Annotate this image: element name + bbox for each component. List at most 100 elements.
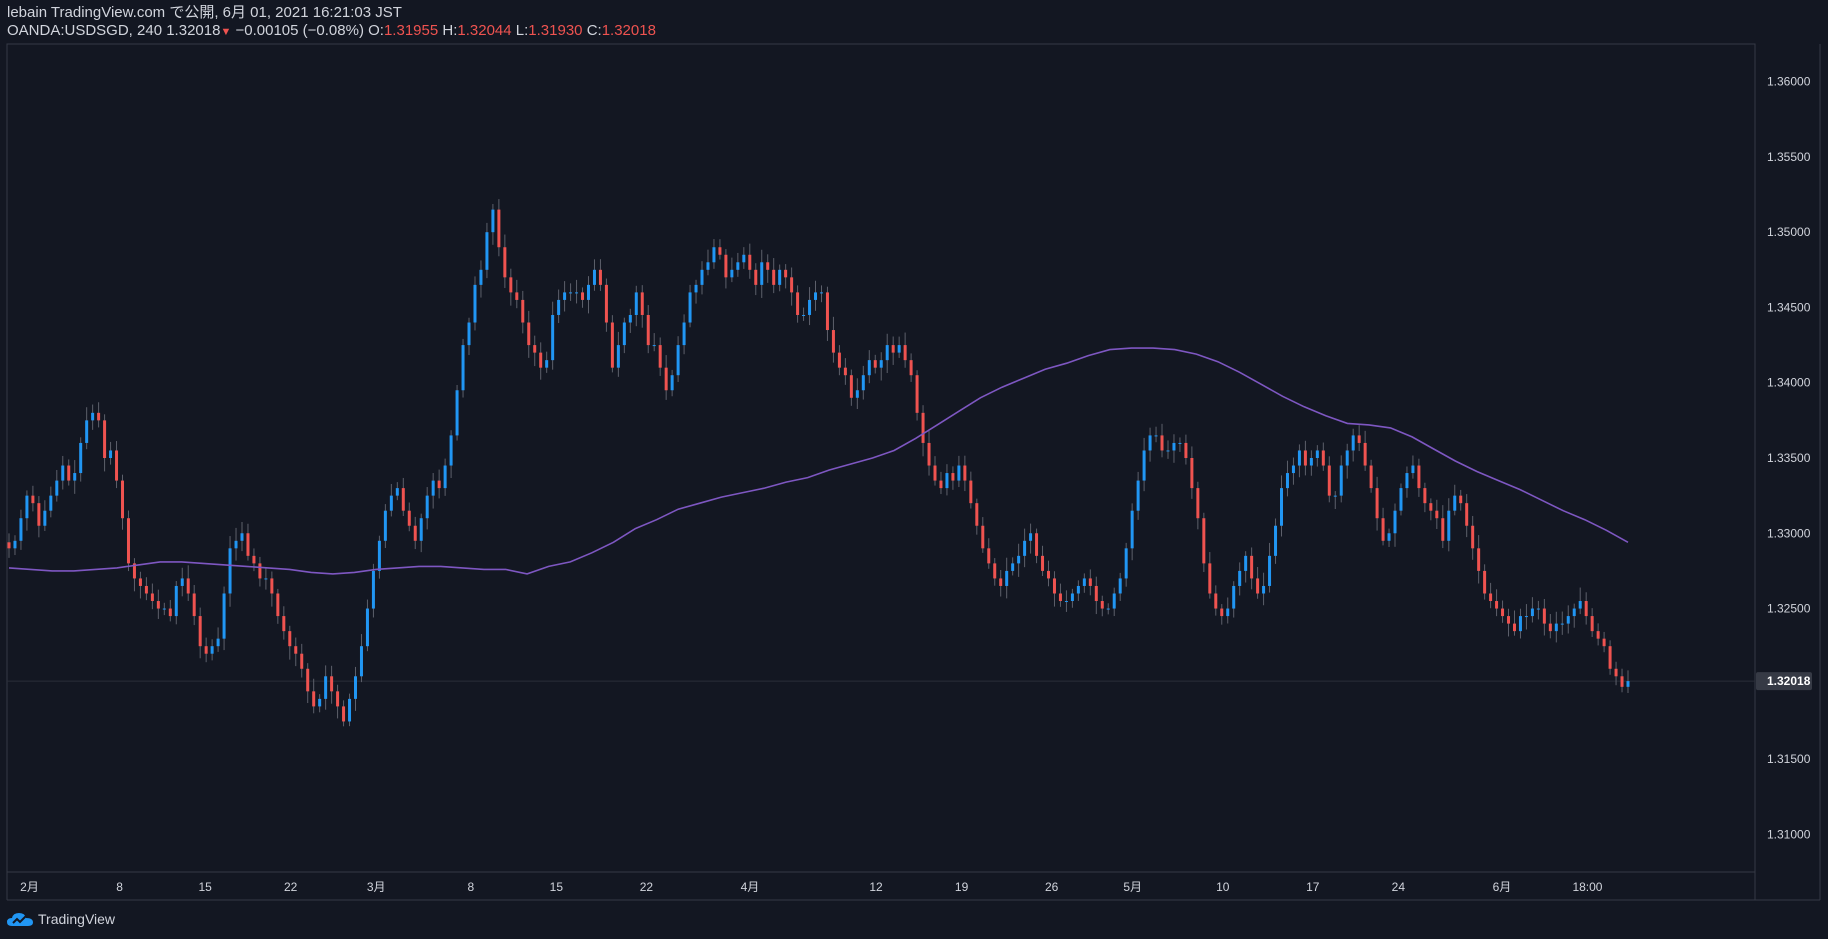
candle-body <box>294 646 298 654</box>
candle-body <box>891 345 895 353</box>
candle-body <box>1584 601 1588 617</box>
symbol-interval[interactable]: OANDA:USDSGD, 240 <box>7 22 163 39</box>
candle-body <box>19 518 23 541</box>
candle-body <box>1507 616 1511 624</box>
candle-body <box>300 653 304 669</box>
candle-body <box>616 345 620 368</box>
candle-body <box>1178 442 1182 444</box>
candle-body <box>1023 540 1027 556</box>
candle-body <box>557 299 561 315</box>
candle-body <box>1297 450 1301 466</box>
candle-body <box>1226 608 1230 617</box>
candles <box>7 199 1630 727</box>
candle-body <box>1268 555 1272 586</box>
x-tick-label: 3月 <box>367 880 386 894</box>
chart-header: lebain TradingView.com で公開, 6月 01, 2021 … <box>7 4 656 40</box>
candle-body <box>91 412 95 421</box>
candle-body <box>97 412 101 421</box>
candle-body <box>1220 608 1224 617</box>
candle-body <box>61 465 65 481</box>
candle-body <box>216 638 220 647</box>
candle-body <box>497 209 501 248</box>
candle-body <box>330 676 334 692</box>
candle-body <box>288 631 292 647</box>
candle-body <box>712 247 716 263</box>
candle-body <box>1274 525 1278 556</box>
candle-body <box>115 450 119 481</box>
candle-body <box>138 578 142 586</box>
candle-body <box>778 269 782 285</box>
publish-info: lebain TradingView.com で公開, 6月 01, 2021 … <box>7 4 402 21</box>
candle-body <box>407 510 411 526</box>
candle-body <box>1064 601 1068 603</box>
candle-body <box>365 608 369 647</box>
y-tick-label: 1.33000 <box>1767 526 1811 540</box>
candle-body <box>1465 503 1469 526</box>
candle-body <box>1196 488 1200 519</box>
candle-body <box>808 299 812 315</box>
high-label: H: <box>442 22 458 39</box>
candle-body <box>527 322 531 346</box>
price-axis[interactable]: 1.310001.315001.320001.325001.330001.335… <box>1767 75 1811 842</box>
candle-body <box>963 465 967 481</box>
candle-body <box>951 473 955 481</box>
candle-body <box>700 269 704 285</box>
candle-body <box>1106 608 1110 610</box>
symbol-ohlc-row: OANDA:USDSGD, 240 1.32018▼ −0.00105 (−0.… <box>7 22 656 40</box>
candle-body <box>766 262 770 270</box>
candle-body <box>1542 608 1546 624</box>
candle-body <box>742 254 746 263</box>
candle-body <box>473 284 477 323</box>
candle-body <box>1453 495 1457 511</box>
candle-body <box>1052 578 1056 594</box>
candle-body <box>688 292 692 323</box>
candle-body <box>831 330 835 353</box>
candle-body <box>425 495 429 519</box>
candle-body <box>1142 450 1146 481</box>
candle-body <box>1351 435 1355 451</box>
candle-body <box>581 292 585 300</box>
x-tick-label: 26 <box>1045 880 1059 894</box>
candle-body <box>79 442 83 474</box>
candle-body <box>790 277 794 293</box>
candle-body <box>945 473 949 489</box>
candle-body <box>1548 623 1552 632</box>
candle-body <box>724 254 728 278</box>
candle-body <box>927 442 931 466</box>
x-tick-label: 19 <box>955 880 969 894</box>
candle-body <box>957 465 961 481</box>
candle-body <box>1118 578 1122 594</box>
candle-body <box>282 616 286 632</box>
last-price-text: 1.32018 <box>1767 674 1811 688</box>
x-tick-label: 22 <box>640 880 654 894</box>
candle-body <box>401 488 405 511</box>
candle-body <box>664 367 668 391</box>
candle-body <box>1017 555 1021 564</box>
candle-body <box>1244 555 1248 571</box>
x-tick-label: 17 <box>1306 880 1320 894</box>
candle-body <box>551 314 555 361</box>
candle-body <box>1256 578 1260 594</box>
candle-body <box>1184 442 1188 458</box>
candle-body <box>981 525 985 549</box>
candle-body <box>1381 518 1385 541</box>
brand-name: TradingView <box>38 911 116 927</box>
candle-body <box>336 691 340 707</box>
candle-body <box>395 488 399 496</box>
candle-body <box>1070 593 1074 602</box>
time-axis[interactable]: 2月 8 15 22 3月 8 15 22 4月 12 19 26 5月 10 17 24 6月 18:00 <box>20 880 1603 894</box>
footer-branding[interactable]: TradingView <box>6 911 115 927</box>
candle-body <box>1011 563 1015 571</box>
candle-body <box>1530 608 1534 617</box>
candle-body <box>1626 681 1630 687</box>
candle-body <box>1459 495 1463 504</box>
candle-body <box>103 420 107 458</box>
candle-body <box>156 601 160 609</box>
candle-body <box>109 450 113 458</box>
candle-body <box>13 540 17 549</box>
candle-body <box>461 345 465 391</box>
candle-body <box>1590 616 1594 632</box>
candle-body <box>843 367 847 376</box>
candle-body <box>676 345 680 376</box>
